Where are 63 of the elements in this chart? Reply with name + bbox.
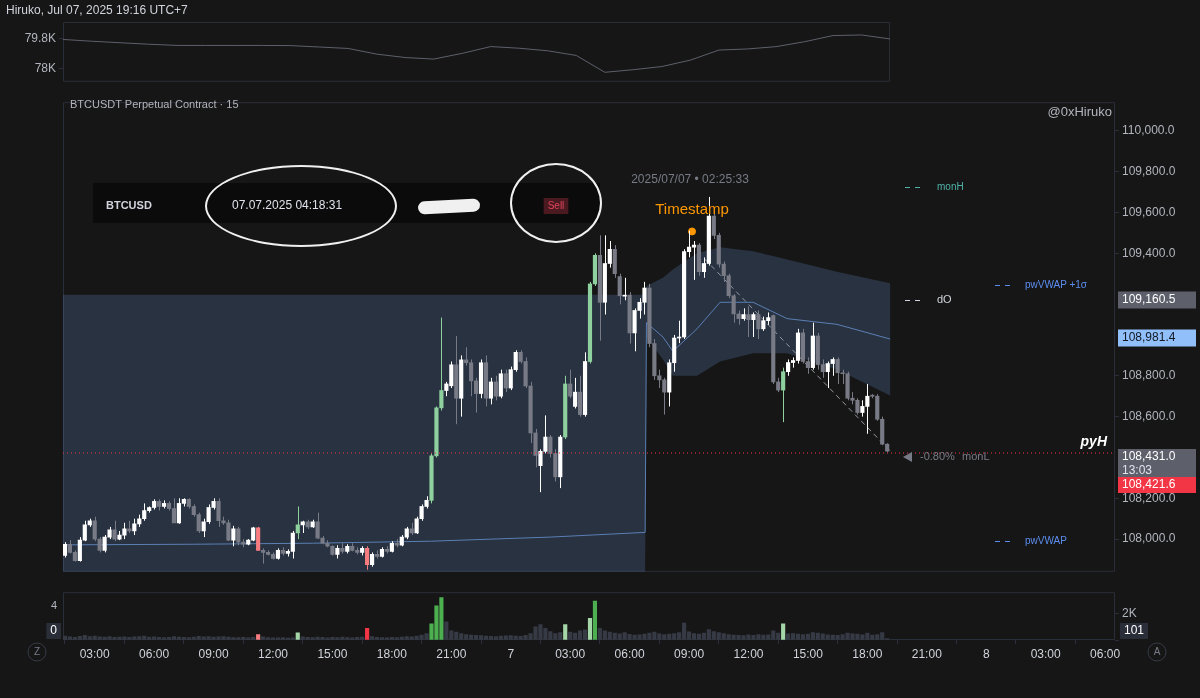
y-tick-label: 108,800.0: [1122, 368, 1176, 383]
y-tick-label: 79.8K: [24, 31, 56, 46]
y-tick-label: 108,000.0: [1122, 531, 1176, 546]
annotation: @0xHiruko: [1047, 103, 1112, 119]
bar: [563, 624, 568, 640]
ref-line-label: pyH: [1079, 432, 1108, 449]
bar: [295, 632, 300, 640]
text: 4: [50, 599, 57, 612]
annotation: dO: [937, 293, 953, 306]
x-tick-label: 09:00: [674, 646, 705, 661]
text: Hiruko, Jul 07, 2025 19:16 UTC+7: [6, 3, 189, 18]
candlestick: [751, 312, 756, 338]
text: 101: [1124, 623, 1145, 638]
x-tick-label: 12:00: [733, 646, 764, 661]
candlestick: [741, 307, 746, 322]
text: A: [1153, 645, 1161, 657]
bar: [592, 600, 598, 640]
x-tick-label: 06:00: [139, 646, 170, 661]
y-tick-label: 78K: [34, 61, 56, 76]
text: 109,160.5: [1122, 292, 1176, 307]
annotation: Sell: [547, 199, 565, 211]
x-tick-label: 06:00: [1090, 646, 1121, 661]
x-tick-label: 15:00: [792, 646, 824, 661]
annotation: BTCUSD: [106, 199, 152, 212]
y-tick-label: 110,000.0: [1122, 123, 1175, 138]
bar: [587, 618, 593, 640]
x-tick-label: 03:00: [79, 646, 111, 661]
y-tick-label: 109,800.0: [1122, 163, 1176, 178]
y-tick-label: 108,600.0: [1122, 408, 1176, 423]
x-tick-label: 18:00: [376, 646, 408, 661]
x-tick-label: 03:00: [1030, 646, 1061, 661]
annotation: pwVWAP +1σ: [1025, 278, 1088, 290]
bar: [256, 634, 261, 640]
annotation: monL: [962, 450, 990, 463]
annotation: 07.07.2025 04:18:31: [232, 198, 343, 213]
y-tick-label: 109,400.0: [1122, 245, 1176, 260]
x-tick-label: 7: [507, 646, 515, 661]
bar: [781, 623, 786, 640]
text: 13:03: [1122, 463, 1153, 478]
text: 108,981.4: [1122, 330, 1176, 345]
x-tick-label: 18:00: [852, 646, 883, 661]
x-tick-label: 8: [982, 646, 990, 661]
text: 108,421.6: [1122, 477, 1176, 492]
y-tick-label: 2K: [1122, 606, 1137, 621]
text: 0: [50, 623, 58, 638]
y-tick-label: 108,200.0: [1122, 490, 1176, 505]
annotation: monH: [937, 180, 964, 192]
y-tick-label: 109,600.0: [1122, 204, 1176, 219]
annotation: pwVWAP: [1025, 534, 1068, 546]
x-tick-label: 21:00: [911, 646, 943, 661]
annotation: 2025/07/07 • 02:25:33: [631, 172, 750, 187]
text: 108,431.0: [1122, 449, 1176, 464]
chart-title: BTCUSDT Perpetual Contract · 15: [70, 98, 239, 111]
text: Z: [33, 645, 41, 657]
annotation: -0.80%: [920, 450, 956, 463]
bar: [365, 627, 370, 640]
x-tick-label: 21:00: [436, 646, 467, 661]
x-tick-label: 09:00: [198, 646, 229, 661]
x-tick-label: 06:00: [614, 646, 645, 661]
x-tick-label: 03:00: [555, 646, 586, 661]
x-tick-label: 12:00: [257, 646, 289, 661]
bar: [424, 633, 429, 640]
x-tick-label: 15:00: [317, 646, 348, 661]
